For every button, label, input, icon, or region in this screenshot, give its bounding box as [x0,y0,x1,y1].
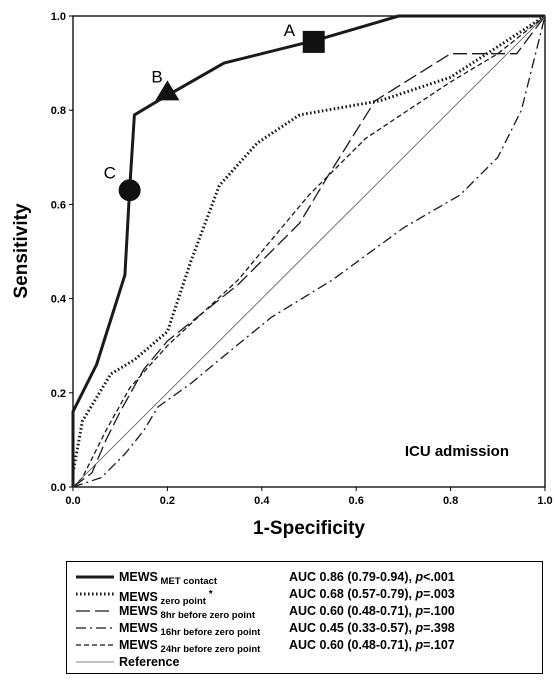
legend-item: MEWS MET contact AUC 0.86 (0.79-0.94), p<… [67,568,542,587]
series-layer [71,14,546,488]
legend-swatch [76,610,114,612]
tick-layer: 0.0 0.2 0.4 0.6 0.8 1.0 0.0 0.2 0.4 0.6 0.8 1.0 [51,11,553,507]
y-tick-label: 0.6 [51,199,66,211]
legend-auc-text: AUC 0.68 (0.57-0.79), p=.003 [289,587,455,601]
legend-series-name: MEWS 24hr before zero point [119,638,261,655]
marker-circle [118,179,141,202]
legend-swatch [76,661,114,663]
x-tick-label: 0.0 [65,495,80,507]
x-axis-title: 1-Specificity [253,518,365,539]
y-tick-label: 0.8 [51,105,66,117]
legend-item: MEWS 24hr before zero point AUC 0.60 (0.4… [67,636,542,655]
plot-frame [72,15,546,488]
legend-item: MEWS 16hr before zero point AUC 0.45 (0.3… [67,619,542,638]
roc-chart: A B C 0.0 0.2 0.4 0.6 0.8 1.0 0.0 0.2 0.4 0.6 0.8 1.0… [11,11,553,539]
legend-swatch [76,644,114,646]
legend-auc-text: AUC 0.60 (0.48-0.71), p=.107 [289,638,455,652]
legend-auc-text: AUC 0.60 (0.48-0.71), p=.100 [289,604,455,618]
legend-auc-text: AUC 0.45 (0.33-0.57), p=.398 [289,621,455,635]
legend: MEWS MET contact AUC 0.86 (0.79-0.94), p<… [66,561,543,674]
legend-item: MEWS zero point * AUC 0.68 (0.57-0.79), p… [67,585,542,607]
marker-label: B [151,67,162,86]
legend-series-name: MEWS 8hr before zero point [119,604,256,621]
series-line-6 [72,15,546,488]
y-tick-label: 1.0 [51,11,66,23]
y-tick-label: 0.4 [51,294,67,306]
legend-swatch [76,575,114,579]
x-tick-label: 0.6 [349,495,364,507]
legend-series-name: Reference [119,655,180,669]
legend-item: MEWS 8hr before zero point AUC 0.60 (0.48… [67,602,542,621]
legend-item: Reference [67,653,542,672]
series-line-1 [71,14,545,487]
legend-auc-text: AUC 0.86 (0.79-0.94), p<.001 [289,570,455,584]
marker-square [302,30,325,53]
marker-layer: A B C [104,21,325,202]
legend-swatch [76,592,114,596]
x-tick-label: 0.2 [160,495,175,507]
y-axis-title: Sensitivity [11,203,32,298]
marker-label: C [104,163,116,182]
legend-series-name: MEWS MET contact [119,570,218,587]
series-line-4 [72,15,546,488]
panel-label: ICU admission [405,443,509,460]
legend-swatch [76,627,114,629]
marker-triangle [155,80,180,101]
x-tick-label: 0.8 [443,495,458,507]
legend-series-name: MEWS zero point * [119,589,213,607]
y-tick-label: 0.2 [51,388,66,400]
series-line-5 [72,15,546,488]
x-tick-label: 1.0 [537,495,552,507]
legend-series-name: MEWS 16hr before zero point [119,621,261,638]
x-tick-label: 0.4 [254,495,270,507]
marker-label: A [284,21,296,40]
y-tick-label: 0.0 [51,482,66,494]
series-line-2 [71,14,546,474]
plot-area [72,15,546,488]
series-line-3 [72,15,546,488]
